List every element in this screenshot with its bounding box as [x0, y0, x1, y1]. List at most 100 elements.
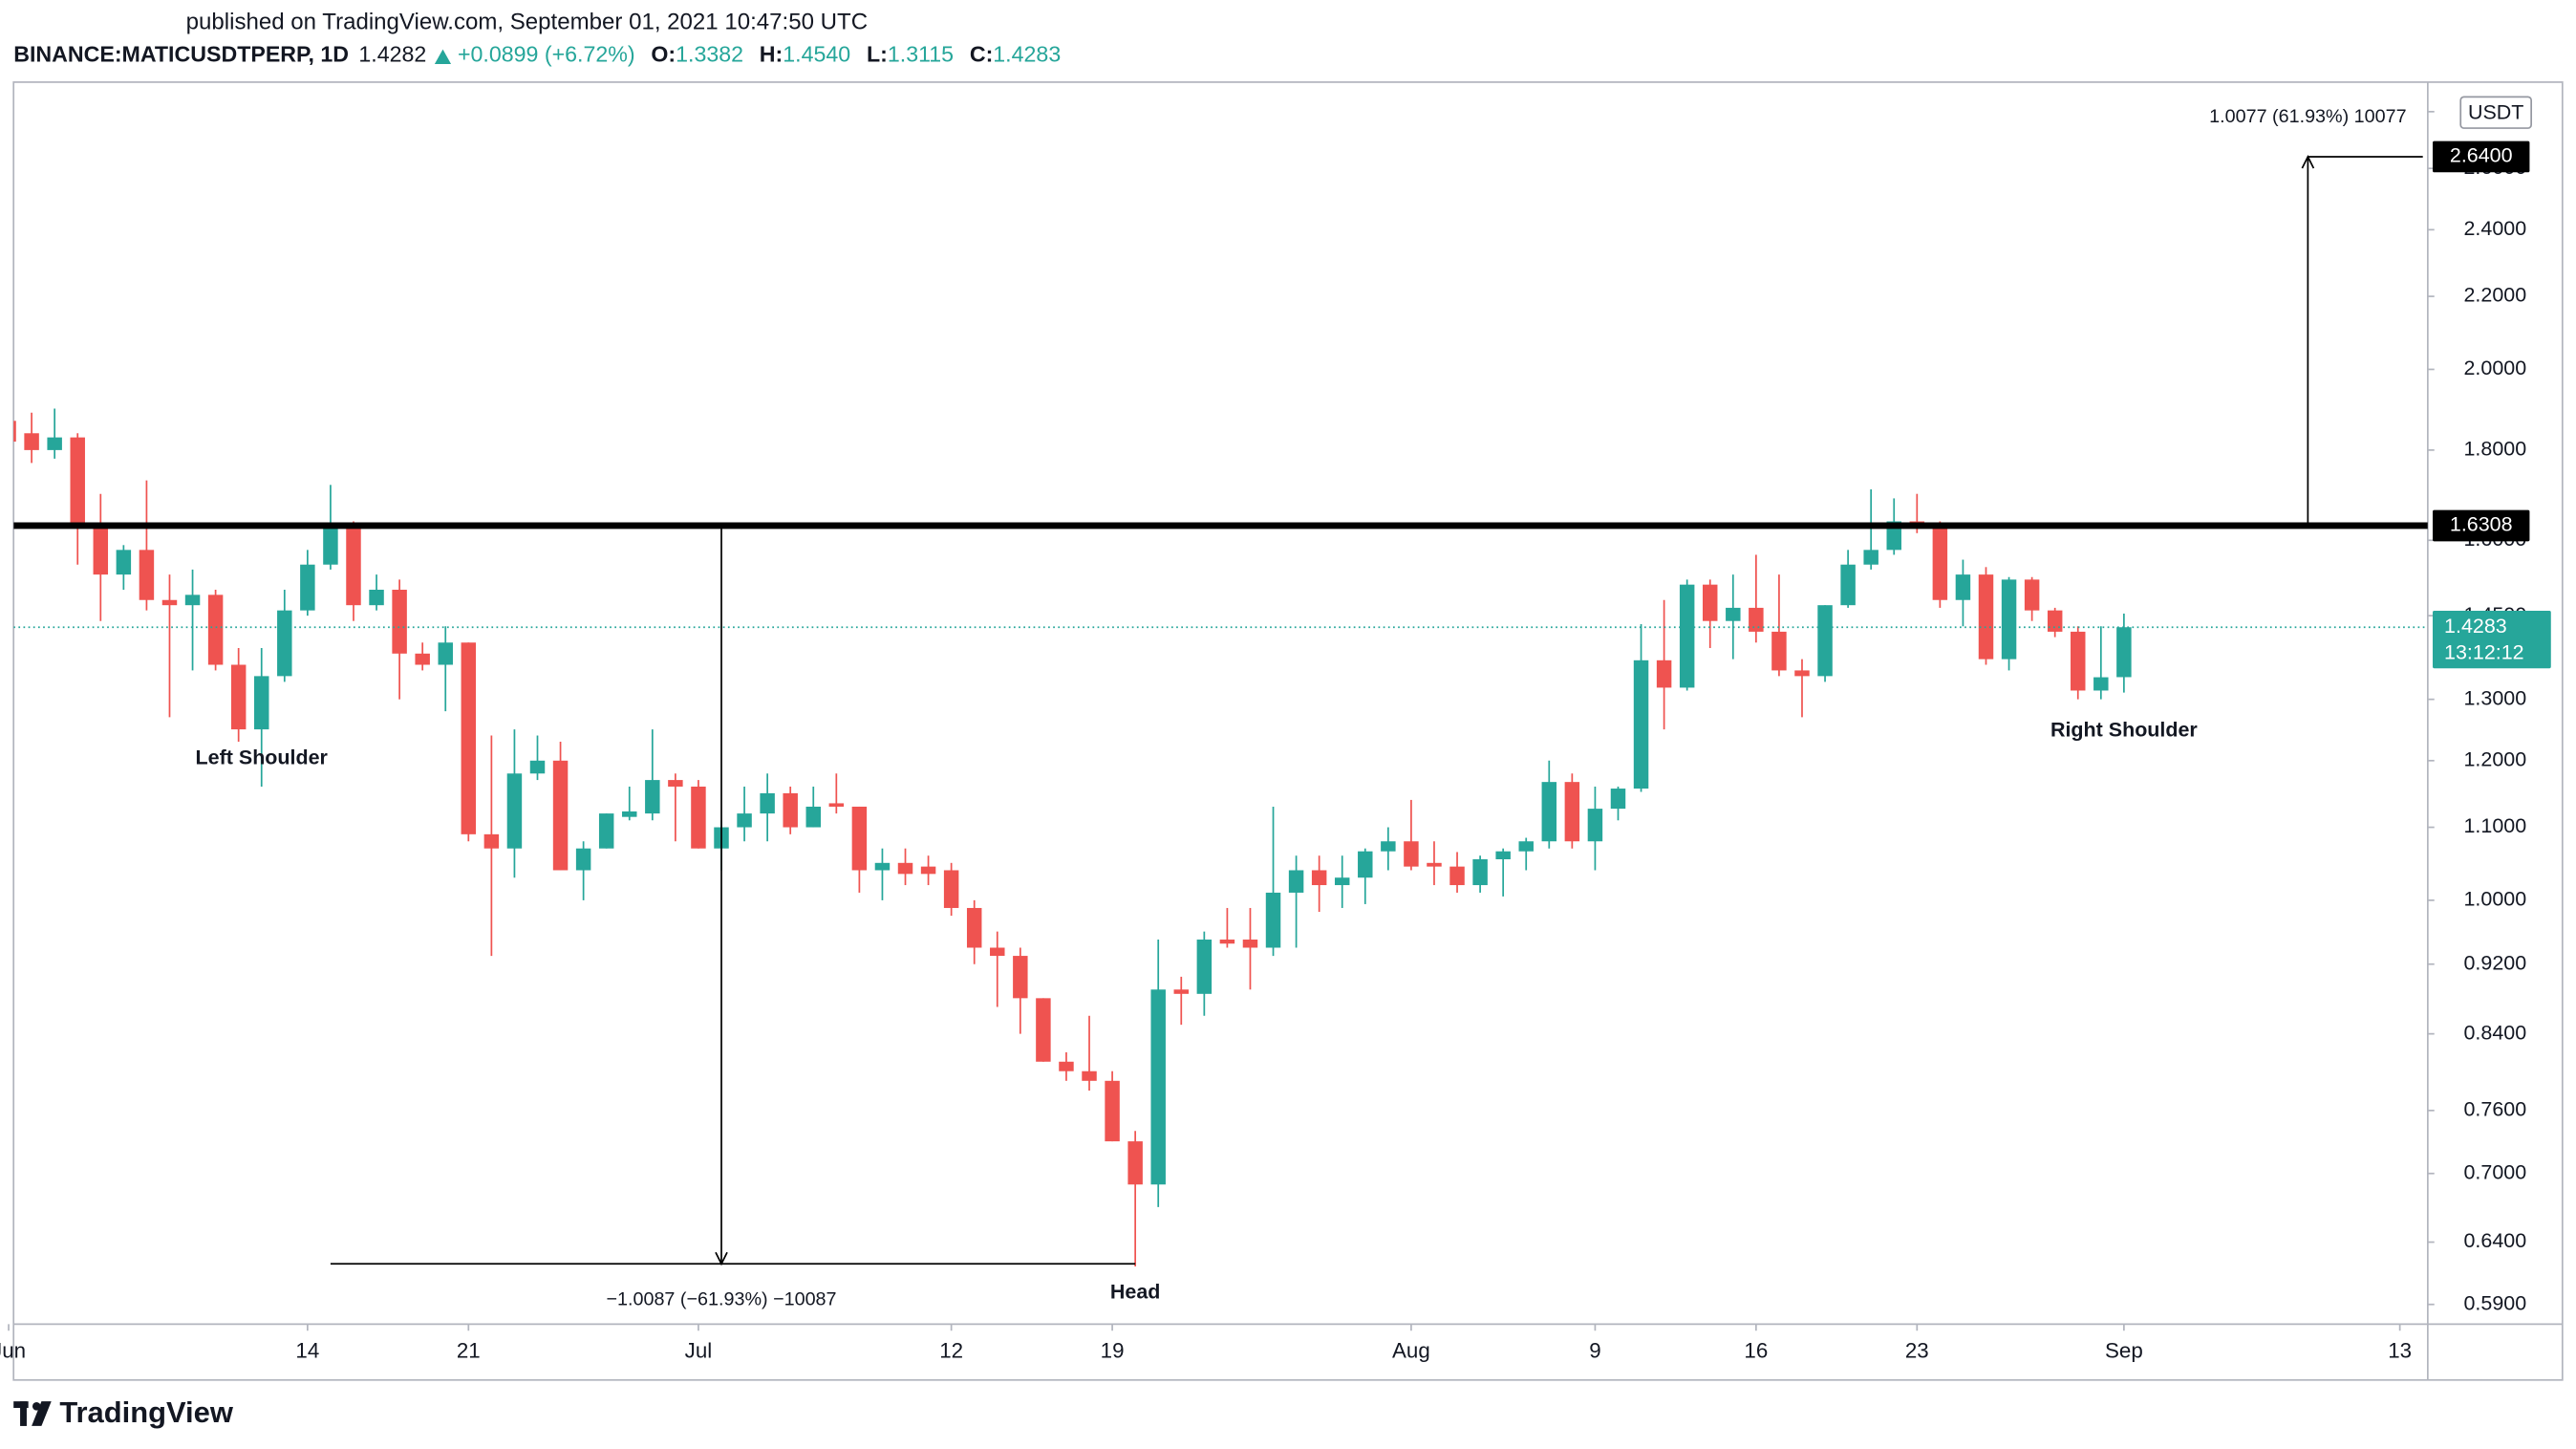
candle-body	[668, 780, 683, 787]
measure-label: −1.0087 (−61.93%) −10087	[606, 1288, 836, 1309]
candle-body	[1381, 841, 1396, 852]
candle-body	[1311, 870, 1327, 886]
x-tick-label: 13	[2388, 1338, 2412, 1362]
x-tick-label: Jun	[0, 1338, 26, 1362]
candle-body	[828, 803, 845, 807]
candle-body	[1472, 859, 1488, 886]
candle-body	[323, 526, 338, 565]
candle-body	[737, 813, 752, 828]
candle-body	[897, 862, 913, 875]
candle-body	[2093, 677, 2109, 691]
ohlc-value: 1.4283	[993, 42, 1061, 67]
candle-body	[874, 862, 891, 871]
candle-body	[2024, 579, 2040, 611]
x-tick-label: 14	[295, 1338, 319, 1362]
ohlc-value: 1.3115	[888, 42, 954, 67]
candle-body	[1105, 1080, 1120, 1142]
candle-body	[1703, 584, 1718, 621]
y-tick-label: 0.5900	[2463, 1291, 2526, 1314]
currency-box	[2459, 96, 2533, 129]
candle-body	[277, 610, 292, 677]
pattern-label: Head	[1110, 1280, 1161, 1303]
currency-label: USDT	[2468, 100, 2523, 123]
candle-body	[1610, 789, 1626, 810]
candle-body	[1840, 564, 1856, 606]
brand-logo	[13, 1401, 52, 1426]
candle-body	[1749, 607, 1764, 632]
y-tick-label: 2.2000	[2463, 284, 2526, 307]
candle-body	[116, 550, 132, 575]
y-tick-label: 2.4000	[2463, 217, 2526, 240]
candle-body	[161, 599, 178, 606]
pattern-label: Right Shoulder	[2050, 719, 2198, 742]
candle-body	[990, 947, 1005, 957]
candle-body	[438, 642, 453, 665]
x-tick-label: 19	[1101, 1338, 1125, 1362]
candle-body	[1265, 892, 1281, 948]
candle-body	[2116, 627, 2132, 678]
candle-body	[529, 760, 546, 774]
price-label: 2.6400	[2450, 144, 2513, 167]
candle-body	[851, 806, 868, 871]
x-tick-label: 16	[1744, 1338, 1768, 1362]
candle-body	[392, 589, 407, 654]
candle-body	[1150, 989, 1166, 1185]
candle-body	[645, 780, 660, 814]
candle-body	[1817, 605, 1833, 677]
x-tick-label: Aug	[1392, 1338, 1430, 1362]
y-tick-label: 0.7000	[2463, 1160, 2526, 1183]
candle-body	[1127, 1141, 1143, 1185]
candle-body	[13, 421, 16, 443]
candle-body	[1771, 631, 1787, 671]
y-tick-label: 0.6400	[2463, 1229, 2526, 1252]
price-label: 1.6308	[2450, 513, 2513, 536]
candle-body	[1495, 851, 1511, 860]
candle-body	[622, 811, 637, 817]
candle-body	[1564, 782, 1580, 842]
candle-body	[2047, 610, 2063, 632]
candle-body	[1932, 526, 1948, 600]
x-tick-label: 23	[1905, 1338, 1929, 1362]
y-tick-label: 0.9200	[2463, 951, 2526, 974]
candle-body	[552, 760, 569, 871]
candle-body	[1656, 660, 1672, 688]
change: +0.0899 (+6.72%)	[458, 42, 635, 67]
x-tick-label: Jul	[685, 1338, 713, 1362]
ohlc-value: 1.4540	[783, 42, 850, 67]
y-tick-label: 0.8400	[2463, 1021, 2526, 1044]
candle-body	[1955, 574, 1971, 600]
candle-body	[598, 813, 614, 849]
candle-body	[1173, 989, 1190, 994]
candle-body	[691, 786, 706, 849]
candle-body	[47, 437, 62, 450]
ohlc-label: C:	[970, 42, 993, 67]
axis-overlay: 0.5900 0.6400 0.7000 0.7600 0.8400 0.9200 1.00…	[0, 96, 2551, 1362]
candle-body	[1518, 841, 1534, 852]
candle-body	[300, 564, 315, 611]
candle-body	[760, 792, 775, 814]
last-price: 1.4282	[358, 42, 426, 67]
candle-body	[1196, 940, 1213, 994]
candle-body	[184, 595, 201, 606]
candle-body	[920, 866, 936, 875]
x-tick-label: Sep	[2105, 1338, 2143, 1362]
candle-body	[1059, 1061, 1074, 1071]
candle-body	[943, 870, 959, 908]
y-tick-label: 1.0000	[2463, 888, 2526, 911]
candle-body	[24, 433, 39, 450]
plot-area: Left Shoulder Head Right Shoulder	[13, 155, 2428, 1303]
candle-body	[207, 595, 224, 665]
countdown-label: 13:12:12	[2444, 640, 2524, 663]
up-arrow	[434, 49, 452, 65]
candle-body	[1036, 998, 1051, 1062]
current-price-box	[2433, 611, 2551, 669]
candle-body	[254, 676, 269, 730]
x-tick-label: 9	[1589, 1338, 1600, 1362]
candle-body	[461, 642, 477, 834]
symbol: BINANCE:MATICUSDTPERP, 1D	[13, 42, 349, 67]
candle-body	[93, 526, 109, 575]
y-tick-label: 1.3000	[2463, 686, 2526, 709]
candle-body	[1863, 550, 1878, 565]
